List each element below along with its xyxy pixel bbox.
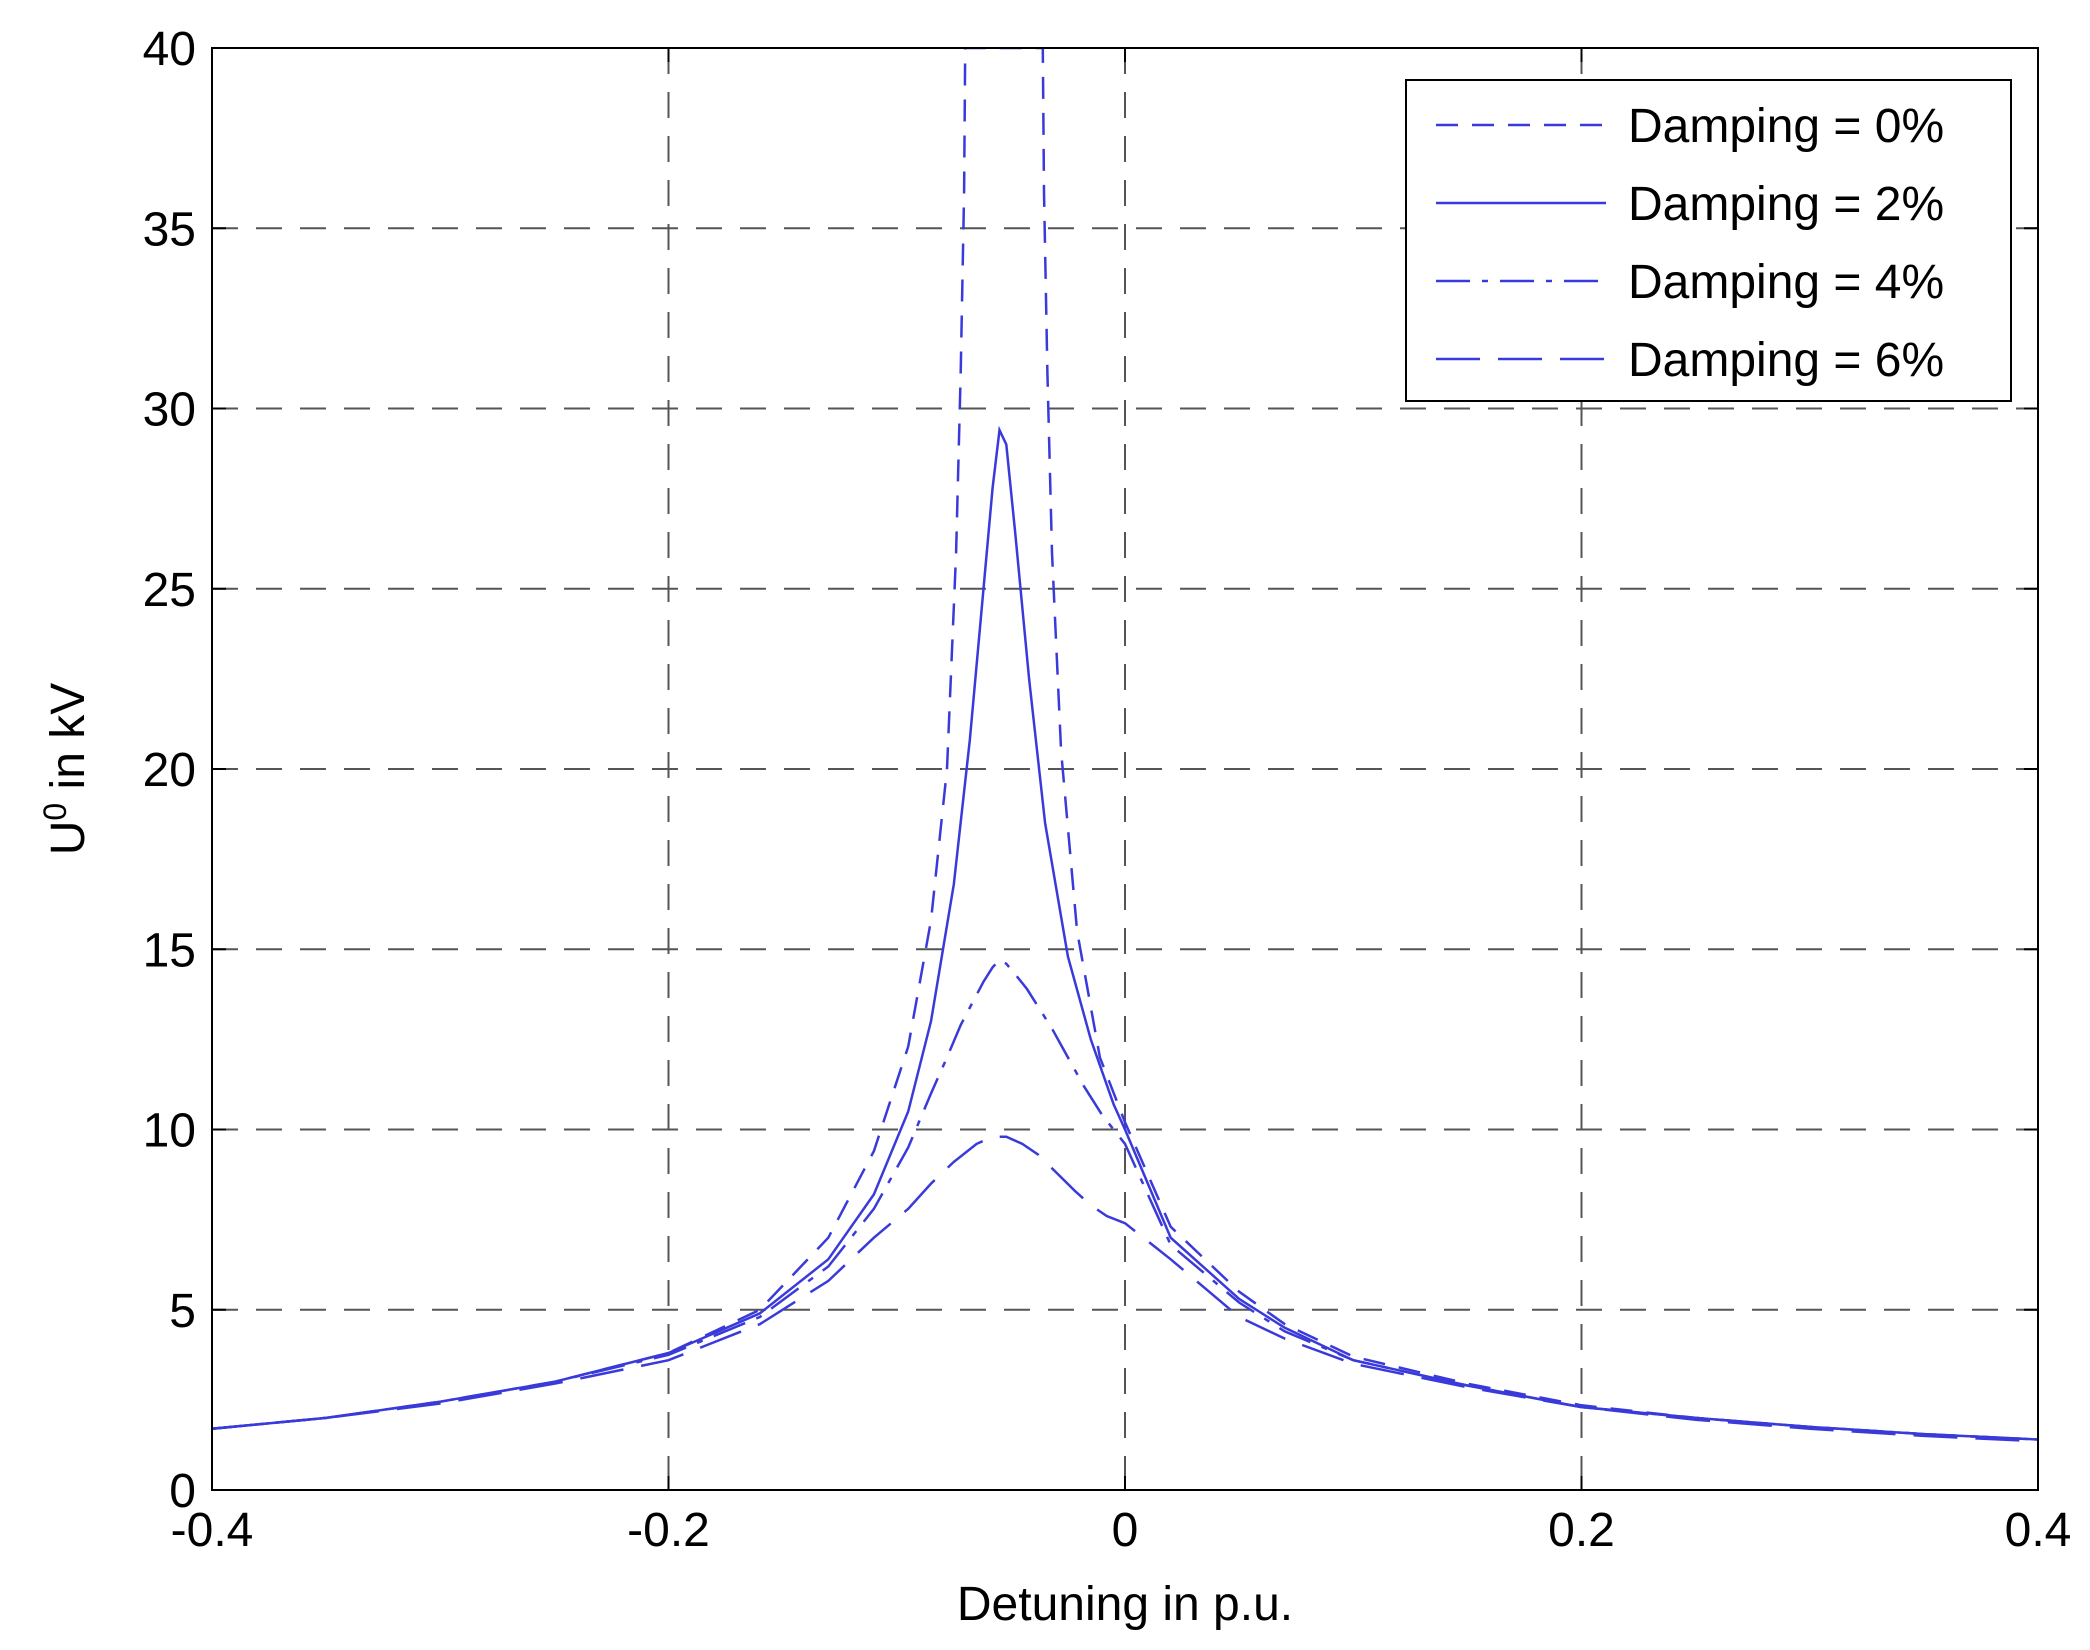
- y-axis-label-main: U: [42, 821, 95, 856]
- series-layer: [212, 48, 2038, 1443]
- series-line-0: [212, 48, 2038, 1441]
- x-tick-label-2: 0: [1112, 1504, 1139, 1557]
- legend-label-0: Damping = 0%: [1628, 100, 1944, 153]
- y-tick-label-5: 25: [143, 564, 196, 617]
- legend-label-1: Damping = 2%: [1628, 178, 1944, 231]
- series-line-3: [212, 1135, 2038, 1443]
- y-axis-label-rest: in kV: [42, 683, 95, 803]
- y-axis-label: U0 in kV: [37, 683, 95, 856]
- y-axis-label-superscript: 0: [37, 803, 73, 821]
- x-tick-label-0: -0.4: [171, 1504, 254, 1557]
- x-tick-label-4: 0.4: [2005, 1504, 2072, 1557]
- x-tick-label-3: 0.2: [1548, 1504, 1615, 1557]
- x-axis-label: Detuning in p.u.: [957, 1578, 1293, 1631]
- y-tick-label-0: 0: [169, 1465, 196, 1518]
- legend-label-2: Damping = 4%: [1628, 256, 1944, 309]
- y-tick-label-6: 30: [143, 384, 196, 437]
- legend-box: [1405, 79, 2012, 402]
- y-tick-label-8: 40: [143, 23, 196, 76]
- x-tick-label-1: -0.2: [627, 1504, 710, 1557]
- y-tick-label-7: 35: [143, 203, 196, 256]
- y-tick-label-3: 15: [143, 924, 196, 977]
- legend-label-3: Damping = 6%: [1628, 334, 1944, 387]
- axis-ticks: -0.4 -0.2 0 0.2 0.4 0 5 10 15 20 25 30 35 40: [143, 23, 2072, 1557]
- y-tick-label-4: 20: [143, 744, 196, 797]
- y-tick-label-1: 5: [169, 1285, 196, 1338]
- legend: Damping = 0% Damping = 2% Damping = 4% Damp…: [1405, 79, 2012, 402]
- y-tick-label-2: 10: [143, 1105, 196, 1158]
